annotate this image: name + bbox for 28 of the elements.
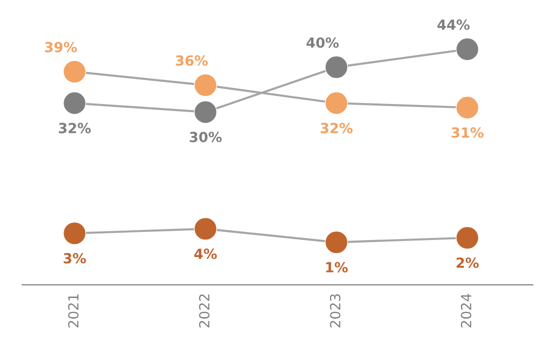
data-label: 40%: [306, 37, 339, 48]
data-label: 2%: [456, 257, 479, 268]
data-label: 32%: [58, 122, 91, 134]
data-label: 30%: [190, 132, 222, 142]
data-label: 36%: [176, 55, 208, 66]
data-label: 39%: [44, 42, 77, 52]
x-tick-label: 2024: [460, 294, 472, 328]
data-label: 3%: [64, 253, 86, 264]
point: [324, 92, 348, 115]
data-label: 44%: [437, 19, 470, 30]
point: [194, 74, 218, 97]
point: [456, 96, 479, 120]
point: [324, 230, 348, 254]
data-label: 1%: [326, 262, 348, 272]
data-label: 31%: [452, 127, 484, 138]
point: [194, 100, 218, 124]
point: [194, 217, 218, 240]
x-tick-label: 2023: [330, 294, 340, 328]
point: [63, 222, 86, 245]
x-tick-label: 2021: [68, 294, 79, 328]
point: [456, 38, 479, 61]
point: [63, 92, 86, 115]
data-label: 4%: [194, 248, 217, 260]
point: [324, 56, 348, 79]
x-tick-label: 2022: [199, 294, 210, 328]
data-label: 32%: [320, 122, 353, 134]
point: [63, 60, 86, 84]
point: [456, 226, 479, 250]
